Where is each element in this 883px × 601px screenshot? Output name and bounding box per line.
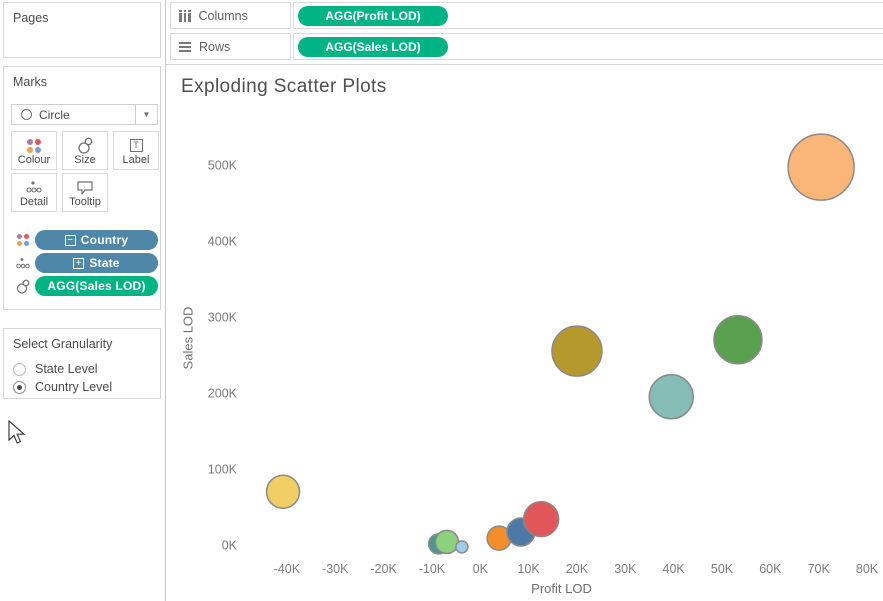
plus-box-icon[interactable]: + <box>73 257 85 269</box>
pill-state-label: State <box>89 256 120 270</box>
colour-button-label: Colour <box>17 154 51 166</box>
y-tick-label: 300K <box>208 310 238 324</box>
rows-shelf[interactable]: AGG(Sales LOD) <box>293 33 883 60</box>
x-tick-label: 50K <box>711 562 734 576</box>
scatter-point[interactable] <box>522 500 560 538</box>
pill-agg-sales-lod-rows[interactable]: AGG(Sales LOD) <box>298 36 448 57</box>
pill-country-label: Country <box>80 233 129 247</box>
pill-agg-profit-lod[interactable]: AGG(Profit LOD) <box>298 5 448 26</box>
x-tick-label: -30K <box>322 562 349 576</box>
size-button[interactable]: Size <box>62 131 108 170</box>
pages-shelf-title: Pages <box>13 11 49 25</box>
y-tick-label: 400K <box>208 234 238 248</box>
pill-agg-sales-lod-label: AGG(Sales LOD) <box>47 279 146 293</box>
y-tick-label: 500K <box>208 158 238 172</box>
x-tick-label: -20K <box>370 562 397 576</box>
scatter-point[interactable] <box>551 325 603 377</box>
x-tick-label: -40K <box>274 562 301 576</box>
colour-dots-icon <box>27 138 41 153</box>
x-tick-label: 30K <box>614 562 637 576</box>
x-tick-label: 60K <box>759 562 782 576</box>
rows-icon <box>179 41 191 52</box>
granularity-parameter-card: Select Granularity State Level Country L… <box>3 328 161 399</box>
x-tick-label: 40K <box>663 562 686 576</box>
tooltip-bubble-icon <box>76 179 94 196</box>
y-tick-label: 0K <box>222 538 238 552</box>
mouse-cursor <box>8 420 26 444</box>
size-circles-icon <box>76 137 94 154</box>
x-axis-title: Profit LOD <box>531 581 592 596</box>
pill-country[interactable]: − Country <box>35 230 158 250</box>
radio-icon[interactable] <box>13 362 26 376</box>
mark-type-value: Circle <box>39 107 70 122</box>
label-t-icon: T <box>129 137 143 154</box>
radio-label: Country Level <box>35 380 113 394</box>
granularity-title: Select Granularity <box>13 337 113 351</box>
size-circles-icon <box>11 279 35 294</box>
x-tick-label: 10K <box>517 562 540 576</box>
radio-option-country-level[interactable]: Country Level <box>13 380 112 394</box>
label-button[interactable]: T Label <box>113 131 159 170</box>
rows-shelf-label: Rows <box>170 33 291 60</box>
marks-card-title: Marks <box>13 75 48 89</box>
sidebar: Pages Marks Circle ▼ Colour Size <box>0 0 166 601</box>
scatter-point[interactable] <box>455 540 469 554</box>
columns-shelf[interactable]: AGG(Profit LOD) <box>293 2 883 29</box>
colour-dots-icon <box>17 234 29 246</box>
pill-row: + State <box>11 253 158 273</box>
pill-state[interactable]: + State <box>35 253 158 273</box>
circle-mark-icon <box>21 109 32 120</box>
y-tick-label: 200K <box>208 386 238 400</box>
worksheet-view <box>166 64 883 601</box>
marks-card: Marks Circle ▼ Colour Size T <box>3 66 161 310</box>
minus-box-icon[interactable]: − <box>64 234 76 246</box>
pages-shelf[interactable]: Pages <box>3 2 161 58</box>
x-tick-label: 70K <box>808 562 831 576</box>
pill-row: − Country <box>11 230 158 250</box>
scatter-point[interactable] <box>648 373 694 420</box>
detail-dots-icon <box>26 179 42 196</box>
pill-row: AGG(Sales LOD) <box>11 276 158 296</box>
chevron-down-icon[interactable]: ▼ <box>135 105 157 124</box>
columns-shelf-label: Columns <box>170 2 291 29</box>
detail-button[interactable]: Detail <box>11 173 57 212</box>
x-tick-label: 20K <box>566 562 589 576</box>
radio-label: State Level <box>35 362 98 376</box>
x-tick-label: 80K <box>856 562 879 576</box>
x-tick-label: 0K <box>473 562 489 576</box>
scatter-point[interactable] <box>713 314 763 365</box>
detail-button-label: Detail <box>19 196 49 208</box>
chart-title: Exploding Scatter Plots <box>181 76 387 97</box>
y-tick-label: 100K <box>208 462 238 476</box>
mark-type-dropdown[interactable]: Circle ▼ <box>11 104 158 125</box>
radio-option-state-level[interactable]: State Level <box>13 362 98 376</box>
scatter-point[interactable] <box>787 133 855 201</box>
scatter-point[interactable] <box>434 529 460 555</box>
colour-button[interactable]: Colour <box>11 131 57 170</box>
tooltip-button[interactable]: Tooltip <box>62 173 108 212</box>
label-button-label: Label <box>122 154 150 166</box>
size-button-label: Size <box>74 154 96 166</box>
radio-icon[interactable] <box>13 380 26 394</box>
detail-dots-icon <box>11 257 35 270</box>
columns-icon <box>179 9 191 22</box>
tooltip-button-label: Tooltip <box>69 196 101 208</box>
pill-agg-sales-lod[interactable]: AGG(Sales LOD) <box>35 276 158 296</box>
scatter-point[interactable] <box>265 474 301 510</box>
x-tick-label: -10K <box>419 562 446 576</box>
